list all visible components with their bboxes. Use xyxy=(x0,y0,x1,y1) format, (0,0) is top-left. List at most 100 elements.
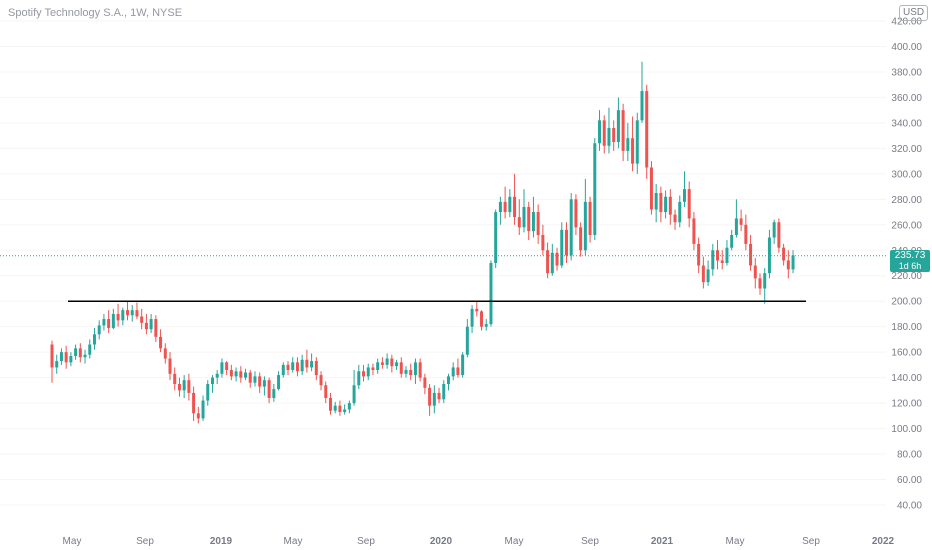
candle xyxy=(50,340,54,383)
candle xyxy=(92,327,96,350)
candle xyxy=(286,361,290,376)
candle-body xyxy=(437,392,441,400)
candle xyxy=(791,250,795,274)
candle xyxy=(111,308,115,330)
candle xyxy=(140,308,144,330)
candle-body xyxy=(461,354,465,376)
currency-badge[interactable]: USD xyxy=(899,5,929,21)
candle xyxy=(277,371,281,391)
candle xyxy=(734,199,738,238)
candle xyxy=(244,368,248,381)
candle xyxy=(343,404,347,415)
y-tick-label: 260.00 xyxy=(891,220,922,231)
candle xyxy=(645,84,649,179)
candle xyxy=(173,367,177,391)
candle xyxy=(654,184,658,223)
candle-body xyxy=(130,310,134,316)
candle xyxy=(253,371,257,387)
candle-body xyxy=(121,310,125,321)
candle xyxy=(328,392,332,415)
symbol-title[interactable]: Spotify Technology S.A., 1W, NYSE xyxy=(8,7,183,19)
candle-body xyxy=(706,269,710,283)
candle xyxy=(513,173,517,225)
candle-body xyxy=(201,400,205,419)
candle-body xyxy=(404,369,408,374)
candle xyxy=(215,369,219,384)
candle xyxy=(767,229,771,279)
candle xyxy=(659,186,663,223)
x-tick-label: May xyxy=(505,536,524,547)
candle xyxy=(121,307,125,326)
candle-body xyxy=(324,385,328,399)
candle-body xyxy=(494,212,498,263)
candle xyxy=(55,354,59,374)
candle-body xyxy=(640,91,644,121)
candle xyxy=(83,349,87,364)
candle xyxy=(319,371,323,391)
candle-body xyxy=(673,214,677,223)
candle xyxy=(749,234,753,271)
candle-body xyxy=(74,348,78,356)
candle-body xyxy=(782,247,786,261)
candle-body xyxy=(678,201,682,223)
y-tick-label: 80.00 xyxy=(897,450,922,461)
candle-body xyxy=(546,250,550,274)
candle-body xyxy=(786,260,790,270)
candle xyxy=(310,353,314,372)
candle-body xyxy=(767,237,771,274)
candle-body xyxy=(432,392,436,406)
candle xyxy=(631,116,635,172)
candle xyxy=(508,189,512,218)
price-grid xyxy=(0,20,886,506)
candle-body xyxy=(687,189,691,219)
time-axis: May Sep 2019 May Sep 2020 May Sep 2021 May Sep 2022 xyxy=(63,536,895,547)
candle xyxy=(531,196,535,238)
candle xyxy=(234,367,238,382)
candle xyxy=(598,110,602,151)
candle xyxy=(347,400,351,414)
candle-body xyxy=(144,322,148,330)
candle-body xyxy=(159,336,163,349)
candle xyxy=(725,240,729,266)
candle xyxy=(357,364,361,390)
candle-body xyxy=(253,376,257,383)
candle-body xyxy=(423,377,427,388)
candle-body xyxy=(295,362,299,372)
candle xyxy=(371,363,375,376)
candle-body xyxy=(399,362,403,374)
candle-body xyxy=(272,389,276,399)
candle-body xyxy=(763,273,767,289)
candle xyxy=(588,196,592,243)
candle xyxy=(267,377,271,404)
candle xyxy=(163,343,167,364)
y-tick-label: 400.00 xyxy=(891,42,922,53)
candle-body xyxy=(465,326,469,355)
candle xyxy=(182,375,186,399)
candle xyxy=(418,358,422,382)
candle-body xyxy=(182,380,186,391)
chart-lines xyxy=(0,255,888,302)
candle-body xyxy=(569,199,573,256)
candle xyxy=(451,362,455,381)
candle-body xyxy=(744,224,748,244)
candle xyxy=(711,243,715,276)
candle-body xyxy=(456,367,460,376)
candle-body xyxy=(135,310,139,317)
x-tick-label: 2020 xyxy=(430,536,453,547)
candle xyxy=(517,199,521,235)
candle xyxy=(437,387,441,404)
candle-body xyxy=(711,250,715,270)
x-tick-label: May xyxy=(63,536,82,547)
candle xyxy=(470,305,474,334)
candle-body xyxy=(550,252,554,274)
y-tick-label: 360.00 xyxy=(891,93,922,104)
candle xyxy=(664,190,668,219)
candle xyxy=(706,260,710,286)
candle xyxy=(480,310,484,331)
candle xyxy=(583,178,587,256)
candle xyxy=(786,250,790,279)
candle-body xyxy=(555,252,559,266)
candle-body xyxy=(531,212,535,232)
x-tick-label: Sep xyxy=(581,536,599,547)
